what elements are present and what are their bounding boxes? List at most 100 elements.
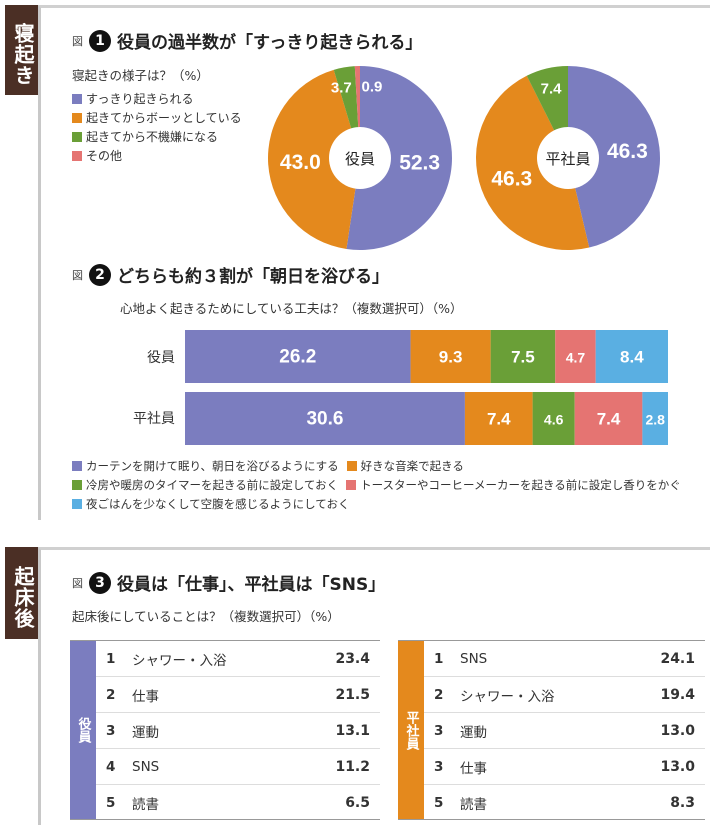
fig1-subtitle: 寝起きの様子は？（%） (72, 68, 209, 83)
section-frame-wake (38, 5, 710, 520)
rank: 5 (106, 795, 116, 811)
section-tab-after: 起床後 (5, 547, 40, 639)
item: 仕事 (460, 760, 487, 777)
value: 21.5 (335, 686, 370, 703)
rank: 5 (434, 795, 444, 811)
legend-swatch (346, 461, 357, 471)
table-group-label: 役員 (70, 641, 96, 819)
fig2-subtitle: 心地よく起きるためにしている工夫は？（複数選択可）（%） (120, 301, 463, 316)
fig2-legend: カーテンを開けて眠り、朝日を浴びるようにする 好きな音楽で起きる冷房や暖房のタイマ… (72, 457, 707, 514)
fig-title-text: 役員は「仕事」、平社員は「SNS」 (117, 575, 386, 595)
rank: 3 (434, 722, 444, 739)
bar-value-label: 7.4 (487, 410, 511, 429)
value: 8.3 (670, 795, 695, 811)
table-row: 2 仕事 21.5 (96, 677, 380, 713)
fig1-title: 図 1 役員の過半数が「すっきり起きられる」 (72, 28, 422, 53)
bar-value-label: 2.8 (645, 412, 665, 428)
bar-value-label: 30.6 (306, 409, 343, 430)
rank: 4 (106, 758, 116, 775)
item: シャワー・入浴 (132, 652, 227, 669)
pie-value-label: 52.3 (399, 151, 440, 174)
ranking-table: 役員 1 シャワー・入浴 23.4 2 仕事 21.5 3 運動 13.1 4 SNS 11.2 5 読書 6… (70, 640, 380, 820)
pie-value-label: 46.3 (491, 167, 532, 190)
value: 13.1 (335, 722, 370, 739)
bar-value-label: 9.3 (439, 348, 463, 367)
value: 6.5 (345, 795, 370, 811)
item: SNS (460, 650, 488, 667)
pie-value-label: 0.9 (361, 78, 382, 95)
bar-value-label: 26.2 (279, 347, 316, 368)
legend-swatch (346, 480, 357, 490)
legend-label: トースターやコーヒーメーカーを起きる前に設定し香りをかぐ (360, 478, 681, 492)
pie-slice (475, 75, 590, 250)
legend-label: 起きてからボーッとしている (86, 111, 242, 125)
legend-item: 起きてからボーッとしている (72, 109, 242, 128)
pie-center-hole (329, 127, 391, 189)
legend-item: すっきり起きられる (72, 90, 194, 109)
value: 13.0 (660, 722, 695, 739)
fig-number: 2 (89, 263, 111, 286)
pie-charts: 52.3 43.0 3.7 0.9 役員 46.3 46.3 7.4 平社員 (267, 66, 660, 250)
fig-label: 図 (72, 268, 83, 282)
item: 運動 (460, 724, 487, 741)
bar-value-label: 7.4 (597, 410, 621, 429)
table-row: 5 読書 6.5 (96, 785, 380, 821)
stacked-bar-chart: 26.2 9.3 7.5 4.7 8.4 30.6 7.4 4.6 7.4 2.8 (185, 330, 668, 445)
value: 19.4 (660, 686, 695, 703)
legend-label: カーテンを開けて眠り、朝日を浴びるようにする (86, 459, 339, 473)
bar-segment (185, 392, 465, 445)
value: 23.4 (335, 650, 370, 667)
legend-swatch (72, 461, 82, 471)
bar-value-label: 8.4 (620, 348, 644, 367)
bar-segment (595, 330, 668, 383)
rank: 2 (106, 686, 116, 703)
table-row: 1 シャワー・入浴 23.4 (96, 641, 380, 677)
legend-item: トースターやコーヒーメーカーを起きる前に設定し香りをかぐ (346, 476, 681, 495)
bar-value-label: 7.5 (511, 348, 535, 367)
bar-category-label: 平社員 (133, 411, 175, 427)
table-row: 2 シャワー・入浴 19.4 (424, 677, 705, 713)
item: 読書 (132, 797, 159, 813)
legend-item: 冷房や暖房のタイマーを起きる前に設定しておく (72, 476, 338, 495)
rank: 2 (434, 686, 444, 703)
bar-value-label: 4.6 (544, 412, 564, 428)
item: 運動 (132, 724, 159, 741)
item: SNS (132, 758, 160, 775)
fig-label: 図 (72, 576, 83, 590)
table-row: 3 仕事 13.0 (424, 749, 705, 785)
item: シャワー・入浴 (460, 688, 555, 705)
value: 11.2 (335, 758, 370, 775)
pie-value-label: 43.0 (280, 151, 321, 174)
legend-label: 夜ごはんを少なくして空腹を感じるようにしておく (86, 497, 350, 511)
legend-label: 冷房や暖房のタイマーを起きる前に設定しておく (86, 478, 339, 492)
legend-item: その他 (72, 147, 122, 166)
legend-swatch (72, 132, 82, 142)
legend-label: すっきり起きられる (86, 92, 194, 106)
legend-swatch (72, 94, 82, 104)
pie-value-label: 3.7 (331, 79, 352, 96)
bar-segment (185, 330, 411, 383)
section-tab-wake: 寝起き (5, 5, 40, 95)
bar-segment (532, 392, 575, 445)
pie-value-label: 7.4 (541, 80, 563, 97)
bar-segment (642, 392, 668, 445)
bar-segment (574, 392, 643, 445)
fig1-legend: すっきり起きられる 起きてからボーッとしている 起きてから不機嫌になる その他 (72, 90, 250, 166)
fig-title-text: どちらも約３割が「朝日を浴びる」 (117, 267, 389, 287)
item: 仕事 (132, 688, 159, 705)
value: 24.1 (660, 650, 695, 667)
legend-swatch (72, 499, 82, 509)
fig-label: 図 (72, 34, 83, 48)
pie-value-label: 46.3 (607, 140, 648, 163)
fig2-title: 図 2 どちらも約３割が「朝日を浴びる」 (72, 262, 389, 287)
pie-slice (568, 66, 660, 248)
table-row: 4 SNS 11.2 (96, 749, 380, 785)
table-group-label: 平社員 (398, 641, 424, 819)
table-row: 5 読書 8.3 (424, 785, 705, 821)
table-row: 1 SNS 24.1 (424, 641, 705, 677)
legend-item: カーテンを開けて眠り、朝日を浴びるようにする (72, 457, 339, 476)
legend-label: 好きな音楽で起きる (360, 459, 464, 473)
rank: 1 (106, 650, 116, 667)
legend-label: その他 (86, 149, 123, 163)
legend-item: 夜ごはんを少なくして空腹を感じるようにしておく (72, 495, 349, 514)
